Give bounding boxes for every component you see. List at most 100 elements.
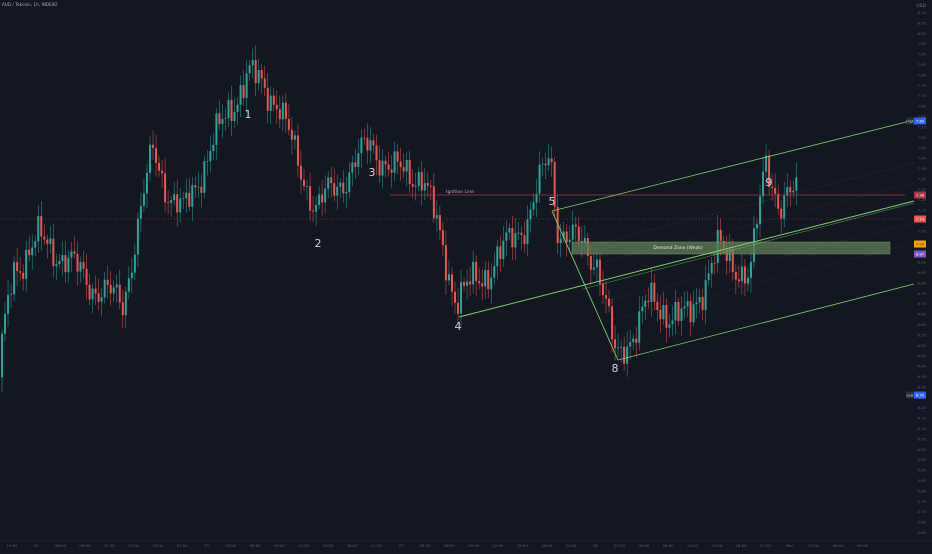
candle-body — [318, 194, 321, 205]
candle-body — [148, 144, 151, 173]
candle-body — [499, 246, 502, 260]
price-tick-label: 5.75 — [918, 499, 927, 504]
time-tick-label: 21:00 — [760, 543, 772, 548]
time-tick-label: 12:00 — [493, 543, 505, 548]
candle-body — [31, 247, 34, 256]
candle-body — [40, 215, 43, 237]
candle-body — [333, 183, 336, 196]
candle-body — [789, 187, 792, 193]
time-tick-label: 03:00 — [420, 543, 432, 548]
candle-body — [487, 270, 490, 290]
price-tick-label: 7.05 — [918, 228, 927, 233]
candle-body — [756, 224, 758, 229]
candle-body — [677, 301, 680, 321]
candle-body — [668, 324, 671, 328]
candle-body — [396, 151, 399, 162]
time-tick-label: 12:00 — [298, 543, 310, 548]
demand-zone-label: Demand Zone (Weak) — [653, 245, 702, 251]
candle-body — [118, 284, 121, 303]
candle-body — [629, 342, 632, 347]
price-tick-label: 5.90 — [918, 468, 927, 473]
candle-body — [366, 137, 369, 151]
wave-label-1: 1 — [245, 108, 252, 121]
candle-body — [115, 284, 118, 288]
candle-body — [16, 262, 19, 272]
price-tick-label: 7.75 — [918, 83, 927, 88]
ignition-line-label: Ignition Line — [446, 189, 474, 195]
candle-body — [608, 298, 611, 307]
candle-body — [73, 251, 76, 254]
candle-body — [284, 102, 287, 119]
candle-body — [547, 158, 550, 166]
tag-current-value: 7.14 — [916, 217, 925, 222]
time-tick-label: 15:00 — [517, 543, 529, 548]
candle-body — [315, 204, 318, 212]
candle-body — [478, 280, 481, 284]
price-tick-label: 6.90 — [918, 260, 927, 265]
tag-high-value: 7.80 — [916, 119, 925, 124]
candle-body — [411, 183, 414, 187]
wave-label-5: 5 — [549, 195, 556, 208]
price-tick-label: 7.65 — [918, 104, 927, 109]
price-tick-label: 6.75 — [918, 291, 927, 296]
candle-body — [541, 163, 544, 165]
candle-body — [360, 137, 363, 154]
candle-body — [206, 161, 209, 163]
candle-body — [97, 293, 100, 302]
trend-line — [458, 200, 915, 318]
candle-body — [771, 186, 774, 188]
candle-body — [680, 308, 683, 321]
candle-body — [605, 295, 607, 299]
time-tick-label: 18:00 — [152, 543, 164, 548]
candle-body — [390, 169, 393, 173]
price-tick-label: 7.20 — [918, 197, 927, 202]
time-tick-label: 21:00 — [565, 543, 577, 548]
candle-body — [230, 99, 233, 122]
candle-body — [13, 262, 16, 295]
candle-body — [502, 240, 505, 260]
candle-body — [345, 191, 348, 194]
time-tick-label: 09:00 — [857, 543, 869, 548]
time-tick-label: 09:00 — [468, 543, 480, 548]
candle-body — [121, 302, 124, 316]
candle-body — [197, 186, 200, 188]
channel-inner-line — [599, 222, 915, 304]
candle-body — [484, 270, 487, 287]
candle-body — [671, 320, 674, 325]
candle-body — [272, 95, 275, 105]
candle-body — [734, 272, 737, 280]
candle-body — [768, 155, 771, 187]
candle-body — [260, 70, 263, 79]
candle-body — [312, 210, 315, 212]
tag-zone-top-value: 7.00 — [916, 242, 925, 247]
candle-body — [375, 145, 378, 161]
candle-body — [638, 311, 641, 343]
tag-upper-bg — [914, 191, 926, 199]
candle-body — [759, 196, 762, 225]
candle-body — [393, 151, 396, 173]
price-tick-label: 7.30 — [918, 176, 927, 181]
candle-body — [203, 161, 206, 193]
candle-body — [233, 111, 236, 122]
tag-zone-bottom-bg — [914, 250, 926, 258]
candle-body — [450, 274, 453, 292]
candle-body — [248, 65, 251, 74]
price-tick-label: 6.20 — [918, 405, 927, 410]
candle-body — [520, 232, 523, 236]
candle-body — [402, 167, 405, 172]
time-tick-label: 06:00 — [250, 543, 262, 548]
candle-body — [58, 261, 61, 265]
tag-high-label-bg — [906, 117, 914, 125]
candle-body — [251, 60, 254, 66]
candle-body — [725, 248, 728, 262]
channel-inner-line — [599, 182, 915, 264]
candle-body — [728, 248, 731, 262]
tag-zone-top-bg — [914, 240, 926, 248]
candle-body — [179, 198, 182, 213]
price-tick-label: 6.70 — [918, 301, 927, 306]
candle-body — [710, 262, 713, 274]
candle-body — [191, 185, 194, 207]
